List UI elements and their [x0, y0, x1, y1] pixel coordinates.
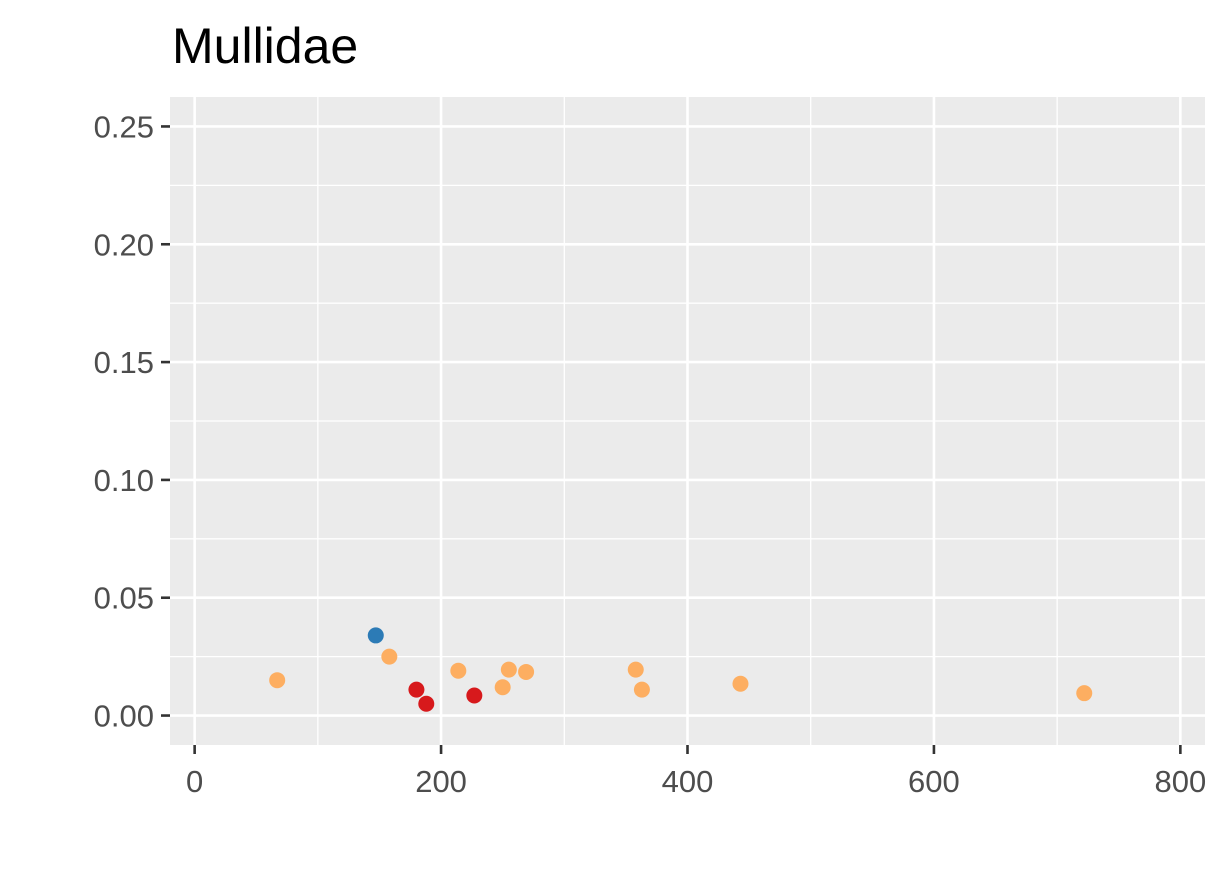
x-tick-label: 0 [186, 764, 203, 799]
data-point [518, 663, 535, 680]
data-point [627, 661, 644, 678]
y-tick-label: 0.00 [94, 699, 154, 734]
x-tick-label: 800 [1154, 764, 1206, 799]
y-tick-label: 0.05 [94, 581, 154, 616]
data-point [494, 679, 511, 696]
y-tick-label: 0.25 [94, 109, 154, 144]
data-point [732, 675, 749, 692]
data-point [1076, 685, 1093, 702]
data-point [367, 627, 384, 644]
y-tick-label: 0.15 [94, 345, 154, 380]
chart-title: Mullidae [172, 18, 358, 74]
data-point [418, 695, 435, 712]
data-point [466, 687, 483, 704]
data-point [500, 661, 517, 678]
data-point [633, 681, 650, 698]
x-tick-label: 400 [662, 764, 714, 799]
data-point [408, 681, 425, 698]
data-point [450, 662, 467, 679]
data-points [269, 627, 1093, 712]
x-tick-label: 200 [415, 764, 467, 799]
y-tick-label: 0.20 [94, 227, 154, 262]
grid-major [170, 97, 1205, 745]
y-axis: 0.00 0.05 0.10 0.15 0.20 0.25 [94, 109, 170, 734]
x-tick-label: 600 [908, 764, 960, 799]
y-tick-label: 0.10 [94, 463, 154, 498]
x-axis: 0 200 400 600 800 [186, 745, 1206, 799]
data-point [269, 672, 286, 689]
data-point [381, 648, 398, 665]
